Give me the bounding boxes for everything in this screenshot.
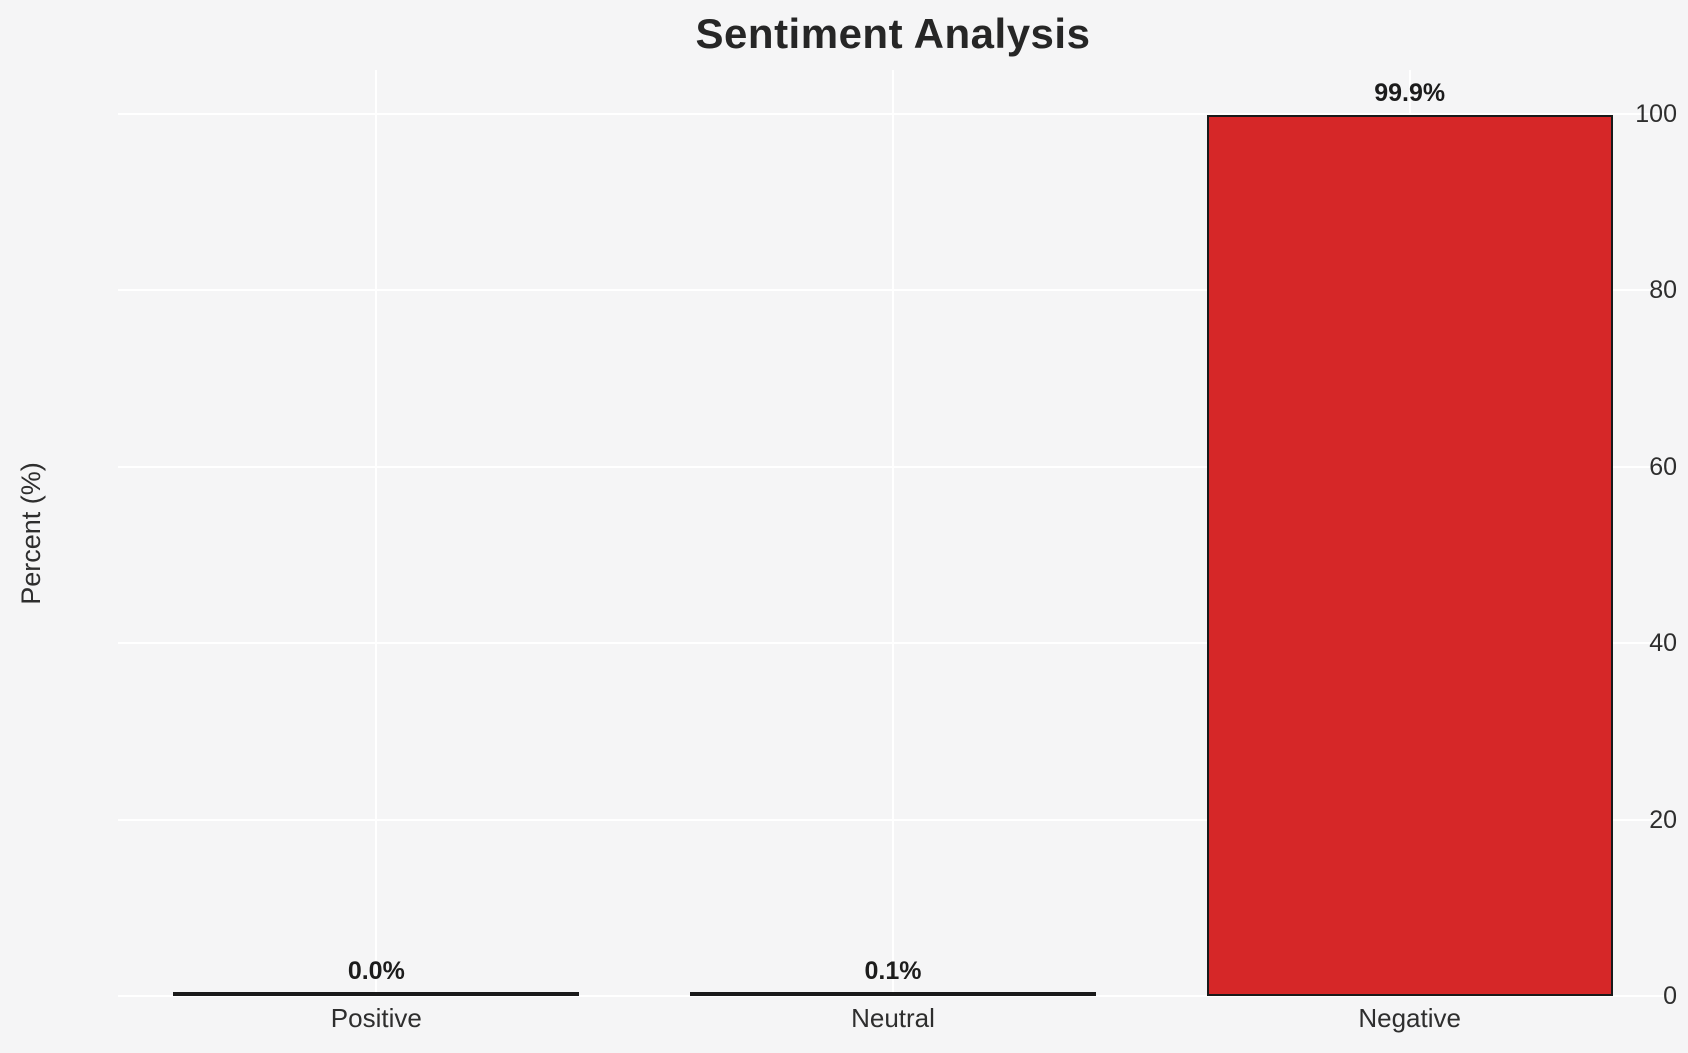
y-tick-label-40: 40: [1649, 629, 1677, 658]
gridline-y-0: [118, 995, 1668, 997]
y-tick-label-0: 0: [1663, 982, 1677, 1010]
y-tick-label-20: 20: [1649, 805, 1677, 834]
chart-title: Sentiment Analysis: [695, 10, 1091, 57]
y-axis-label-wrap: Percent (%): [0, 70, 62, 996]
y-tick-label-100: 100: [1635, 100, 1677, 129]
value-label-positive: 0.0%: [347, 957, 405, 985]
x-tick-label-neutral: Neutral: [851, 1003, 935, 1033]
bar-neutral: [690, 992, 1096, 996]
bar-negative: [1207, 115, 1613, 996]
y-axis-label: Percent (%): [15, 461, 46, 605]
bar-positive: [173, 992, 579, 996]
y-tick-label-80: 80: [1649, 276, 1677, 305]
x-tick-label-positive: Positive: [330, 1003, 422, 1033]
gridline-x-neutral: [892, 70, 894, 996]
value-label-negative: 99.9%: [1374, 79, 1446, 107]
y-tick-label-60: 60: [1649, 452, 1677, 481]
x-tick-label-negative: Negative: [1358, 1003, 1461, 1033]
gridline-x-positive: [375, 70, 378, 996]
plot-area: 0.0% 0.1% 99.9%: [118, 70, 1668, 997]
value-label-neutral: 0.1%: [864, 957, 922, 985]
